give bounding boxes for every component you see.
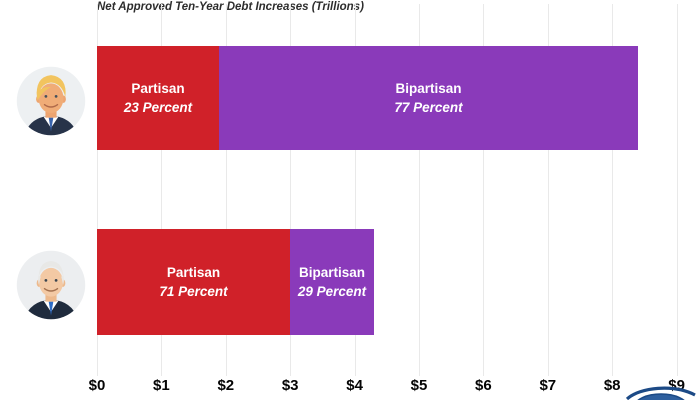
- segment-label: Bipartisan: [298, 265, 366, 280]
- gridline: [225, 4, 227, 376]
- bar-segment-bipartisan-trump: Bipartisan 77 Percent: [219, 46, 638, 150]
- gridline: [419, 4, 420, 376]
- gridline: [97, 4, 98, 376]
- segment-percent-label: 23 Percent: [123, 100, 193, 115]
- segment-label: Partisan: [166, 265, 221, 280]
- gridline: [161, 4, 163, 376]
- segment-percent-label: 29 Percent: [297, 284, 367, 299]
- gridline: [290, 4, 292, 376]
- segment-percent-label: 71 Percent: [159, 284, 228, 299]
- x-axis-tick-label: $0: [88, 377, 106, 394]
- debt-bar-trump: Partisan 23 Percent Bipartisan 77 Percent: [97, 46, 638, 150]
- partial-circular-logo: [625, 386, 696, 400]
- debt-bar-biden: Partisan 71 Percent Bipartisan 29 Percent: [97, 229, 374, 335]
- x-axis-tick-label: $8: [603, 377, 621, 394]
- gridline: [547, 4, 549, 376]
- x-axis-tick-label: $5: [410, 377, 428, 394]
- bar-segment-bipartisan-biden: Bipartisan 29 Percent: [290, 229, 374, 335]
- chart-title: Net Approved Ten-Year Debt Increases (Tr…: [97, 1, 364, 13]
- trump-portrait-icon: [16, 66, 86, 136]
- segment-label: Bipartisan: [395, 81, 462, 96]
- x-axis-tick-label: $3: [281, 377, 299, 394]
- segment-percent-label: 77 Percent: [394, 100, 463, 115]
- bar-segment-partisan-trump: Partisan 23 Percent: [97, 46, 219, 150]
- gridline: [676, 4, 678, 376]
- gridline: [354, 4, 356, 376]
- gridline: [483, 4, 485, 376]
- x-axis-tick-label: $6: [475, 377, 492, 394]
- x-axis-tick-label: $7: [539, 377, 557, 394]
- x-axis-tick-label: $4: [346, 377, 363, 394]
- bar-segment-partisan-biden: Partisan 71 Percent: [97, 229, 290, 335]
- x-axis-tick-label: $2: [217, 377, 235, 394]
- x-axis-tick-label: $1: [153, 377, 170, 394]
- gridline: [612, 4, 614, 376]
- biden-portrait-icon: [16, 250, 86, 320]
- segment-label: Partisan: [131, 81, 185, 96]
